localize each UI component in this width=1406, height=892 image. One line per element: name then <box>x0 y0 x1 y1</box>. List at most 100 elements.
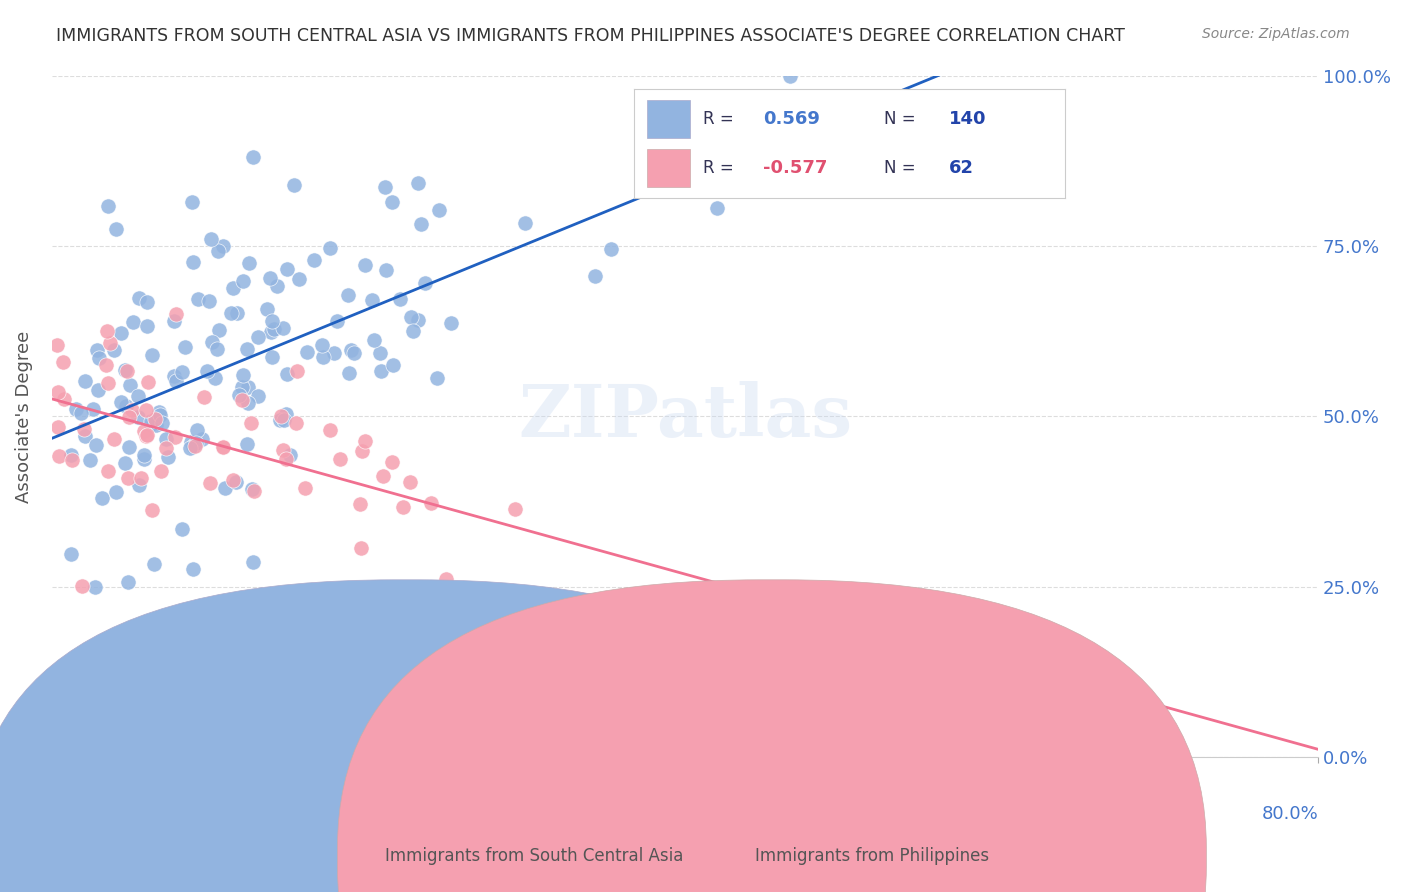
Point <box>181 254 204 268</box>
Point <box>163 314 186 328</box>
Point <box>110 394 132 409</box>
Point <box>103 343 125 358</box>
Point <box>276 262 298 277</box>
Point <box>104 222 127 236</box>
Point <box>294 481 316 495</box>
Point <box>503 501 526 516</box>
Point <box>231 379 253 393</box>
Point <box>183 439 205 453</box>
Point <box>411 217 433 231</box>
Point <box>242 555 264 569</box>
Point <box>184 435 207 450</box>
Point <box>318 423 340 437</box>
Point <box>381 358 404 372</box>
Point <box>98 336 121 351</box>
Point <box>269 412 291 426</box>
Point <box>82 402 104 417</box>
Point <box>225 475 247 489</box>
Point <box>179 441 201 455</box>
Point <box>132 451 155 466</box>
Point <box>350 541 373 556</box>
Point <box>402 324 425 338</box>
Point <box>337 367 360 381</box>
Point <box>363 333 385 347</box>
Point <box>129 471 152 485</box>
Point <box>440 316 463 330</box>
Point <box>204 371 226 385</box>
Point <box>155 441 177 455</box>
Point <box>380 194 402 209</box>
Point <box>243 484 266 499</box>
Point <box>266 278 288 293</box>
Point <box>353 258 375 272</box>
Point <box>165 430 187 444</box>
Point <box>141 417 163 431</box>
Point <box>349 498 371 512</box>
Point <box>48 449 70 463</box>
Point <box>302 252 325 267</box>
Point <box>148 405 170 419</box>
Point <box>311 338 333 352</box>
Point <box>136 375 159 389</box>
Text: ZIPatlas: ZIPatlas <box>517 381 852 452</box>
Point <box>193 390 215 404</box>
Point <box>371 469 394 483</box>
Point <box>312 351 335 365</box>
Point <box>120 378 142 392</box>
Point <box>201 335 224 350</box>
Point <box>181 439 204 453</box>
Text: Immigrants from Philippines: Immigrants from Philippines <box>755 847 988 865</box>
Point <box>214 481 236 495</box>
Point <box>70 406 93 420</box>
Point <box>583 268 606 283</box>
Point <box>73 422 96 436</box>
Point <box>779 69 801 83</box>
Point <box>676 589 699 603</box>
Point <box>259 270 281 285</box>
Point <box>84 438 107 452</box>
Point <box>73 374 96 388</box>
Point <box>127 410 149 425</box>
Point <box>263 322 285 336</box>
Point <box>174 340 197 354</box>
Point <box>427 203 450 218</box>
Point <box>513 216 536 230</box>
Point <box>231 392 253 407</box>
Point <box>195 364 218 378</box>
Point <box>361 293 384 307</box>
Point <box>180 435 202 450</box>
Point <box>323 346 346 360</box>
Point <box>388 292 411 306</box>
Point <box>278 448 301 462</box>
Point <box>406 177 429 191</box>
Point <box>318 241 340 255</box>
Point <box>46 419 69 434</box>
Point <box>128 478 150 492</box>
Point <box>392 500 415 514</box>
Point <box>288 272 311 286</box>
Point <box>260 314 283 328</box>
Point <box>368 346 391 360</box>
Point <box>375 263 398 277</box>
Point <box>135 402 157 417</box>
Point <box>91 491 114 505</box>
Point <box>221 306 243 320</box>
Point <box>208 323 231 337</box>
Point <box>785 614 807 628</box>
Point <box>60 453 83 467</box>
Point <box>354 434 377 448</box>
Point <box>207 343 229 357</box>
Point <box>283 178 305 193</box>
Point <box>162 368 184 383</box>
Point <box>408 313 430 327</box>
Point <box>97 199 120 213</box>
Point <box>401 310 423 325</box>
Text: Immigrants from South Central Asia: Immigrants from South Central Asia <box>385 847 683 865</box>
Point <box>413 277 436 291</box>
Point <box>235 342 257 356</box>
Point <box>135 294 157 309</box>
Point <box>191 432 214 446</box>
Point <box>326 314 349 328</box>
Point <box>256 301 278 316</box>
Point <box>165 374 187 388</box>
